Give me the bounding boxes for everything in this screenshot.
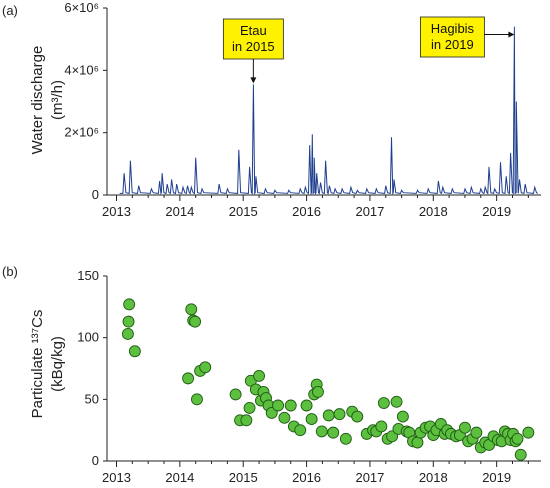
cesium-data-point bbox=[396, 410, 409, 423]
annotation-text: Etau bbox=[240, 23, 267, 38]
cesium-data-point bbox=[199, 361, 212, 374]
discharge-series-line bbox=[119, 26, 539, 196]
panel-a-label: (a) bbox=[2, 3, 18, 18]
cesium-data-point bbox=[459, 421, 471, 434]
annotation-box bbox=[222, 18, 284, 60]
panel-b-label: (b) bbox=[2, 264, 18, 279]
cesium-ylabel-line1: Particulate ¹³⁷Cs bbox=[29, 310, 46, 419]
cesium-xtick-label: 2016 bbox=[292, 470, 321, 485]
annotation-arrowhead bbox=[508, 31, 515, 38]
cesium-data-point bbox=[128, 345, 141, 358]
cesium-data-point bbox=[121, 328, 134, 340]
cesium-data-point bbox=[522, 426, 535, 439]
cesium-data-point bbox=[182, 372, 195, 385]
annotation-box bbox=[419, 16, 485, 58]
cesium-data-point bbox=[411, 436, 424, 449]
cesium-data-point bbox=[123, 298, 136, 311]
discharge-xtick-label: 2018 bbox=[419, 204, 448, 219]
cesium-data-point bbox=[312, 385, 324, 398]
cesium-data-point bbox=[375, 420, 388, 433]
annotation-text: Hagibis bbox=[431, 21, 475, 36]
cesium-xtick-label: 2017 bbox=[355, 470, 384, 485]
cesium-data-point bbox=[240, 414, 253, 427]
discharge-xtick-label: 2016 bbox=[292, 204, 321, 219]
discharge-ylabel-line1: Water discharge bbox=[29, 46, 46, 155]
cesium-data-point bbox=[243, 402, 256, 414]
cesium-data-point bbox=[294, 424, 307, 437]
cesium-ylabel-line2: (kBq/kg) bbox=[49, 336, 66, 392]
annotation-text: in 2019 bbox=[431, 37, 474, 52]
cesium-chart: Particulate ¹³⁷Cs (kBq/kg) 0 50 100 150 2013… bbox=[29, 268, 541, 485]
cesium-data-point bbox=[191, 393, 203, 406]
cesium-xtick-label: 2014 bbox=[165, 470, 194, 485]
cesium-ytick-label: 100 bbox=[77, 330, 99, 345]
cesium-data-point bbox=[189, 315, 202, 328]
discharge-xtick-label: 2013 bbox=[102, 204, 131, 219]
discharge-ytick-label: 6×10⁶ bbox=[64, 0, 99, 15]
cesium-ytick-label: 50 bbox=[85, 391, 99, 406]
discharge-ytick-label: 0 bbox=[92, 187, 99, 202]
cesium-data-point bbox=[390, 395, 403, 408]
discharge-chart: Water discharge (m³/h) 0 2×10⁶ 4×10⁶ 6×10⁶ 2… bbox=[29, 0, 541, 219]
discharge-ytick-label: 2×10⁶ bbox=[64, 125, 99, 140]
cesium-data-point bbox=[253, 369, 266, 382]
cesium-data-point bbox=[278, 411, 291, 424]
cesium-data-point bbox=[122, 315, 135, 328]
cesium-data-point bbox=[185, 303, 198, 316]
cesium-ytick-label: 150 bbox=[77, 268, 99, 283]
annotation-arrowhead bbox=[250, 77, 257, 84]
cesium-data-point bbox=[322, 409, 335, 422]
cesium-ytick-label: 0 bbox=[92, 453, 99, 468]
discharge-ytick-label: 4×10⁶ bbox=[64, 62, 99, 77]
cesium-data-point bbox=[377, 397, 390, 409]
cesium-data-point bbox=[305, 413, 318, 426]
cesium-data-point bbox=[470, 426, 483, 439]
cesium-data-point bbox=[339, 432, 352, 445]
cesium-xtick-label: 2015 bbox=[229, 470, 258, 485]
cesium-xtick-label: 2013 bbox=[102, 470, 131, 485]
discharge-xtick-label: 2017 bbox=[355, 204, 384, 219]
cesium-data-point bbox=[511, 432, 524, 445]
cesium-data-point bbox=[284, 399, 297, 412]
discharge-ylabel-line2: (m³/h) bbox=[49, 80, 66, 120]
annotation-text: in 2015 bbox=[232, 39, 275, 54]
cesium-xtick-label: 2019 bbox=[482, 470, 511, 485]
cesium-data-point bbox=[315, 425, 328, 438]
cesium-data-point bbox=[300, 399, 313, 412]
cesium-data-point bbox=[229, 388, 242, 401]
cesium-data-point bbox=[514, 448, 527, 461]
cesium-data-point bbox=[333, 408, 346, 421]
discharge-xtick-label: 2015 bbox=[229, 204, 258, 219]
cesium-data-point bbox=[272, 399, 285, 412]
cesium-xtick-label: 2018 bbox=[419, 470, 448, 485]
cesium-data-point bbox=[327, 426, 340, 439]
discharge-xtick-label: 2014 bbox=[165, 204, 194, 219]
discharge-xtick-label: 2019 bbox=[482, 204, 511, 219]
cesium-data-point bbox=[351, 410, 364, 423]
